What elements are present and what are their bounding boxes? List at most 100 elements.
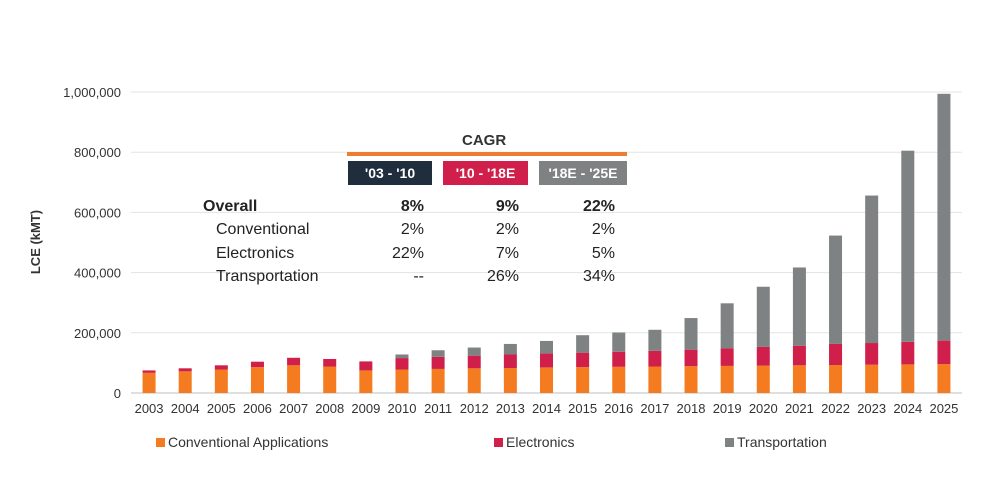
bar-segment	[540, 367, 553, 393]
bar-segment	[648, 350, 662, 367]
bar-segment	[467, 368, 481, 393]
x-tick-label: 2005	[207, 401, 236, 416]
bar-segment	[359, 361, 373, 371]
bar-segment	[503, 368, 517, 393]
bar-segment	[792, 365, 806, 393]
legend-label: Transportation	[737, 434, 827, 450]
cagr-cell: 26%	[486, 268, 519, 285]
bar-segment	[540, 340, 553, 354]
bar-segment	[214, 365, 228, 370]
legend-item-conventional: Conventional Applications	[156, 434, 328, 450]
cagr-period-2003-2010: '03 - '10	[348, 161, 432, 185]
cagr-cell: 2%	[591, 221, 615, 238]
y-tick-label: 800,000	[74, 145, 121, 160]
legend-item-transportation: Transportation	[725, 434, 827, 450]
y-axis-label: LCE (kMT)	[28, 210, 43, 274]
bar-segment	[287, 357, 301, 366]
cagr-cell: 2%	[400, 221, 424, 238]
bar-segment	[937, 93, 951, 341]
cagr-cell: 5%	[591, 245, 615, 262]
legend-swatch	[156, 437, 165, 447]
bar-segment	[395, 369, 409, 393]
legend-item-electronics: Electronics	[494, 434, 574, 450]
bar-segment	[576, 367, 590, 393]
bar-segment	[684, 366, 698, 393]
x-tick-label: 2021	[785, 401, 814, 416]
bar-segment	[395, 358, 409, 370]
cagr-cell: 2%	[495, 221, 519, 238]
bar-segment	[865, 364, 879, 393]
x-tick-label: 2007	[279, 401, 308, 416]
y-tick-label: 200,000	[74, 326, 121, 341]
bar-segment	[142, 370, 156, 373]
cagr-title: CAGR	[462, 132, 507, 149]
bar-segment	[720, 365, 734, 393]
cagr-row-label-electronics: Electronics	[216, 245, 295, 262]
x-tick-label: 2022	[821, 401, 850, 416]
bar-segment	[250, 361, 264, 368]
bar-segment	[865, 343, 879, 365]
bar-segment	[612, 351, 626, 367]
bar-segment	[142, 372, 156, 393]
cagr-cell: 22%	[391, 245, 424, 262]
x-tick-label: 2008	[315, 401, 344, 416]
legend-swatch	[494, 437, 503, 447]
bar-segment	[756, 365, 770, 393]
bar-segment	[865, 195, 879, 344]
x-tick-label: 2020	[749, 401, 778, 416]
bar-segment	[395, 354, 409, 359]
bars	[142, 93, 951, 393]
x-tick-label: 2011	[424, 401, 452, 416]
bar-segment	[503, 343, 517, 355]
bar-segment	[792, 345, 806, 366]
bar-segment	[829, 343, 843, 366]
x-tick-label: 2019	[713, 401, 742, 416]
bar-segment	[829, 365, 843, 393]
bar-segment	[648, 329, 662, 351]
x-tick-label: 2013	[496, 401, 525, 416]
bar-segment	[323, 366, 337, 393]
cagr-cell: --	[413, 268, 424, 285]
bar-segment	[178, 371, 192, 393]
bar-segment	[901, 150, 915, 342]
bar-segment	[901, 364, 915, 393]
bar-segment	[467, 347, 481, 356]
bar-segment	[684, 349, 698, 367]
bar-segment	[467, 355, 481, 369]
bar-segment	[178, 368, 192, 372]
cagr-cell: 8%	[400, 198, 424, 215]
bar-segment	[359, 370, 373, 393]
x-tick-label: 2024	[893, 401, 922, 416]
bar-segment	[756, 286, 770, 347]
bar-segment	[648, 366, 662, 393]
bar-segment	[612, 366, 626, 393]
x-tick-label: 2017	[640, 401, 669, 416]
bar-segment	[720, 348, 734, 366]
legend-swatch	[725, 437, 734, 447]
x-tick-label: 2006	[243, 401, 272, 416]
bar-segment	[720, 303, 734, 349]
y-axis-ticks: 0 200,000 400,000 600,000 800,000 1,000,000	[63, 85, 121, 401]
cagr-row-label-conventional: Conventional	[216, 221, 310, 238]
x-tick-label: 2012	[460, 401, 489, 416]
cagr-period-2018-2025: '18E - '25E	[539, 161, 627, 185]
bar-segment	[503, 354, 517, 369]
y-tick-label: 600,000	[74, 205, 121, 220]
y-tick-label: 400,000	[74, 266, 121, 281]
x-axis-ticks: 2003 2004 2005 2006 2007 2008 2009 2010 2011 2012…	[135, 401, 959, 416]
cagr-period-2010-2018: '10 - '18E	[443, 161, 528, 185]
cagr-cell: 34%	[582, 268, 615, 285]
bar-segment	[684, 318, 698, 350]
bar-segment	[540, 353, 553, 368]
bar-segment	[431, 356, 445, 369]
y-tick-label: 1,000,000	[63, 85, 121, 100]
x-tick-label: 2018	[677, 401, 706, 416]
bar-segment	[937, 364, 951, 393]
x-tick-label: 2023	[857, 401, 886, 416]
x-tick-label: 2016	[604, 401, 633, 416]
x-tick-label: 2004	[171, 401, 200, 416]
bar-segment	[756, 346, 770, 366]
legend-label: Electronics	[506, 434, 575, 450]
legend-label: Conventional Applications	[168, 434, 329, 450]
